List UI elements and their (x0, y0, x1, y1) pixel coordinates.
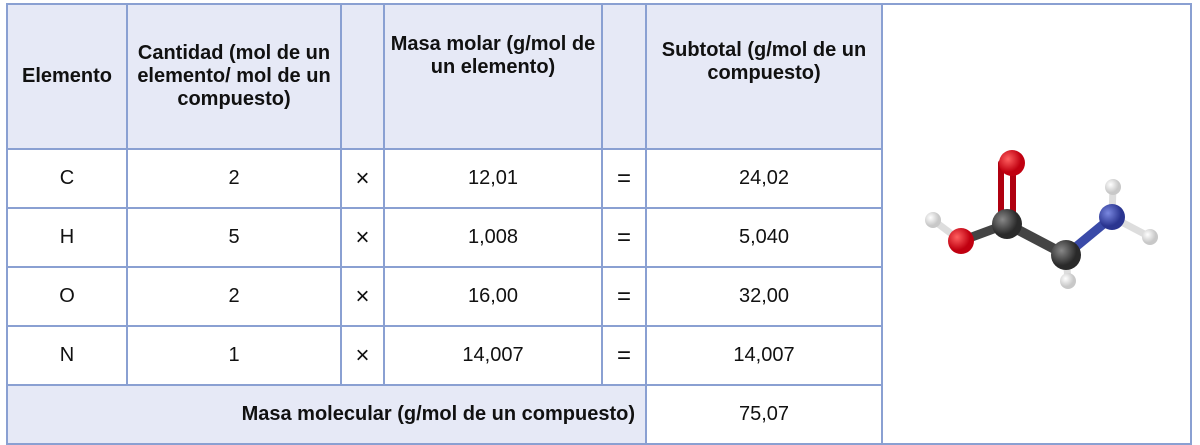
times-sign: × (340, 266, 385, 327)
molecular-mass-table: Elemento Cantidad (mol de un elemento/ m… (6, 3, 1192, 445)
quantity-cell: 1 (126, 325, 342, 386)
header-blank (340, 3, 385, 150)
nitrogen-atom (1098, 203, 1125, 230)
glycine-molecule-image (881, 3, 1192, 445)
molar-mass-cell: 14,007 (383, 325, 603, 386)
header-subtotal: Subtotal (g/mol de un compuesto) (645, 3, 883, 150)
header-molar-mass: Masa molar (g/mol de un elemento) (383, 3, 603, 150)
element-cell: H (6, 207, 128, 268)
table-row: H 5 × 1,008 = 5,040 (6, 207, 1191, 268)
molar-mass-cell: 16,00 (383, 266, 603, 327)
subtotal-cell: 32,00 (645, 266, 883, 327)
header-element: Elemento (6, 3, 128, 150)
oxygen-atom (947, 227, 974, 254)
hydrogen-atom (1104, 178, 1121, 195)
table-row: O 2 × 16,00 = 32,00 (6, 266, 1191, 327)
element-cell: N (6, 325, 128, 386)
equals-sign: = (601, 148, 647, 209)
element-cell: C (6, 148, 128, 209)
header-blank (601, 3, 647, 150)
times-sign: × (340, 207, 385, 268)
quantity-cell: 2 (126, 266, 342, 327)
table-row: N 1 × 14,007 = 14,007 (6, 325, 1191, 386)
hydrogen-atom (1141, 228, 1158, 245)
molar-mass-cell: 1,008 (383, 207, 603, 268)
times-sign: × (340, 325, 385, 386)
equals-sign: = (601, 207, 647, 268)
quantity-cell: 5 (126, 207, 342, 268)
carbon-atom (991, 208, 1022, 239)
total-label: Masa molecular (g/mol de un compuesto) (6, 384, 647, 445)
molar-mass-cell: 12,01 (383, 148, 603, 209)
quantity-cell: 2 (126, 148, 342, 209)
carbon-atom (1050, 239, 1081, 270)
header-quantity: Cantidad (mol de un elemento/ mol de un … (126, 3, 342, 150)
equals-sign: = (601, 325, 647, 386)
element-cell: O (6, 266, 128, 327)
total-value: 75,07 (645, 384, 883, 445)
ball-and-stick-model (924, 149, 1158, 289)
subtotal-cell: 24,02 (645, 148, 883, 209)
subtotal-cell: 5,040 (645, 207, 883, 268)
hydrogen-atom (1059, 272, 1076, 289)
times-sign: × (340, 148, 385, 209)
subtotal-cell: 14,007 (645, 325, 883, 386)
equals-sign: = (601, 266, 647, 327)
hydrogen-atom (924, 211, 941, 228)
oxygen-atom (998, 149, 1025, 176)
table-row: C 2 × 12,01 = 24,02 (6, 148, 1191, 209)
